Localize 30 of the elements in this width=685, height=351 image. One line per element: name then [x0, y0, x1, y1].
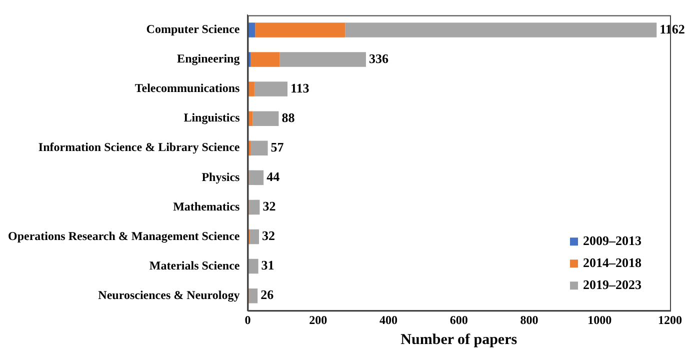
- total-label: 336: [368, 50, 389, 66]
- total-label: 31: [261, 258, 274, 273]
- x-tick-label: 1000: [588, 312, 612, 327]
- x-tick-label: 600: [450, 312, 468, 327]
- total-label: 44: [266, 169, 280, 184]
- y-tick-label: Engineering: [177, 52, 240, 66]
- x-tick-label: 400: [379, 312, 398, 327]
- total-label: 113: [290, 80, 310, 96]
- legend-label: 2019–2023: [583, 276, 642, 292]
- x-tick-label: 800: [520, 312, 538, 327]
- x-tick-label: 1200: [658, 312, 682, 327]
- legend-label: 2014–2018: [583, 254, 642, 270]
- y-tick-label: Operations Research & Management Science: [8, 228, 240, 243]
- y-tick-label: Telecommunications: [134, 81, 240, 96]
- y-tick-label: Computer Science: [146, 22, 240, 36]
- x-axis-title: Number of papers: [400, 332, 518, 348]
- x-tick-label: 0: [244, 312, 251, 327]
- total-label: 32: [262, 198, 276, 214]
- x-tick-label: 200: [309, 312, 328, 327]
- y-tick-label: Physics: [202, 170, 240, 184]
- total-label: 26: [260, 287, 274, 302]
- y-tick-label: Mathematics: [173, 199, 240, 214]
- y-tick-label: Information Science & Library Science: [38, 140, 240, 154]
- y-tick-label: Linguistics: [184, 110, 240, 125]
- total-label: 88: [282, 110, 296, 125]
- total-label: 57: [270, 139, 284, 154]
- legend-label: 2009–2013: [583, 232, 642, 248]
- total-label: 32: [262, 228, 275, 244]
- y-tick-label: Materials Science: [149, 258, 240, 272]
- y-tick-label: Neurosciences & Neurology: [98, 288, 240, 302]
